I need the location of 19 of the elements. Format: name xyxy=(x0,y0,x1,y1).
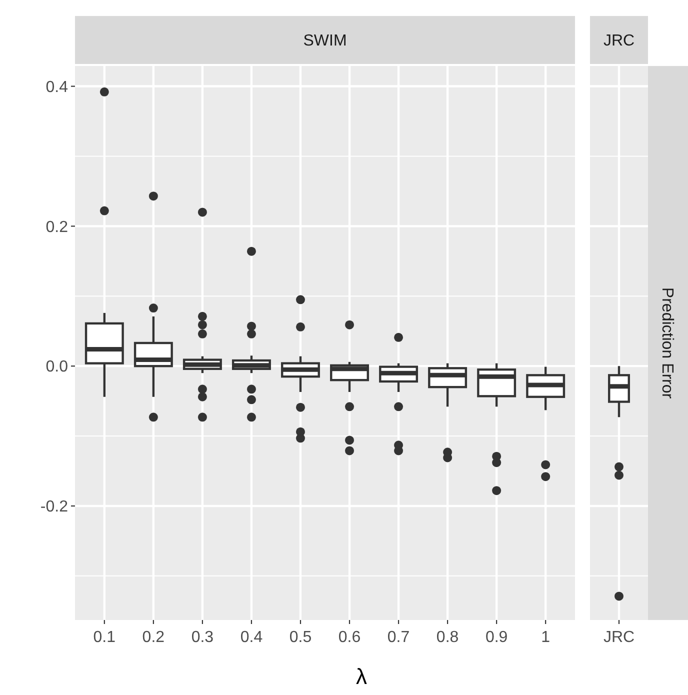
x-tick-label: 1 xyxy=(541,629,550,646)
y2-axis-title: Prediction Error xyxy=(658,287,676,400)
y-tick-label: 0.2 xyxy=(46,218,68,236)
y-tick-label: -0.2 xyxy=(40,498,68,516)
y-tick-label: 0.0 xyxy=(46,358,68,376)
x-tick-label: 0.9 xyxy=(485,629,508,646)
x-tick-label: 0.5 xyxy=(289,629,312,646)
x-tick-label: 0.8 xyxy=(436,629,459,646)
chart-title: JRC xyxy=(603,32,635,50)
x-tick-label: 0.3 xyxy=(191,629,214,646)
y-tick-label: 0.4 xyxy=(46,78,68,96)
x-axis-title: λ xyxy=(356,664,367,689)
chart-title: SWIM xyxy=(303,32,347,50)
x-tick-label: 0.7 xyxy=(387,629,410,646)
x-tick-label: JRC xyxy=(603,629,635,646)
x-tick-label: 0.4 xyxy=(240,629,263,646)
x-tick-label: 0.6 xyxy=(338,629,361,646)
x-tick-label: 0.2 xyxy=(142,629,165,646)
x-tick-label: 0.1 xyxy=(93,629,116,646)
